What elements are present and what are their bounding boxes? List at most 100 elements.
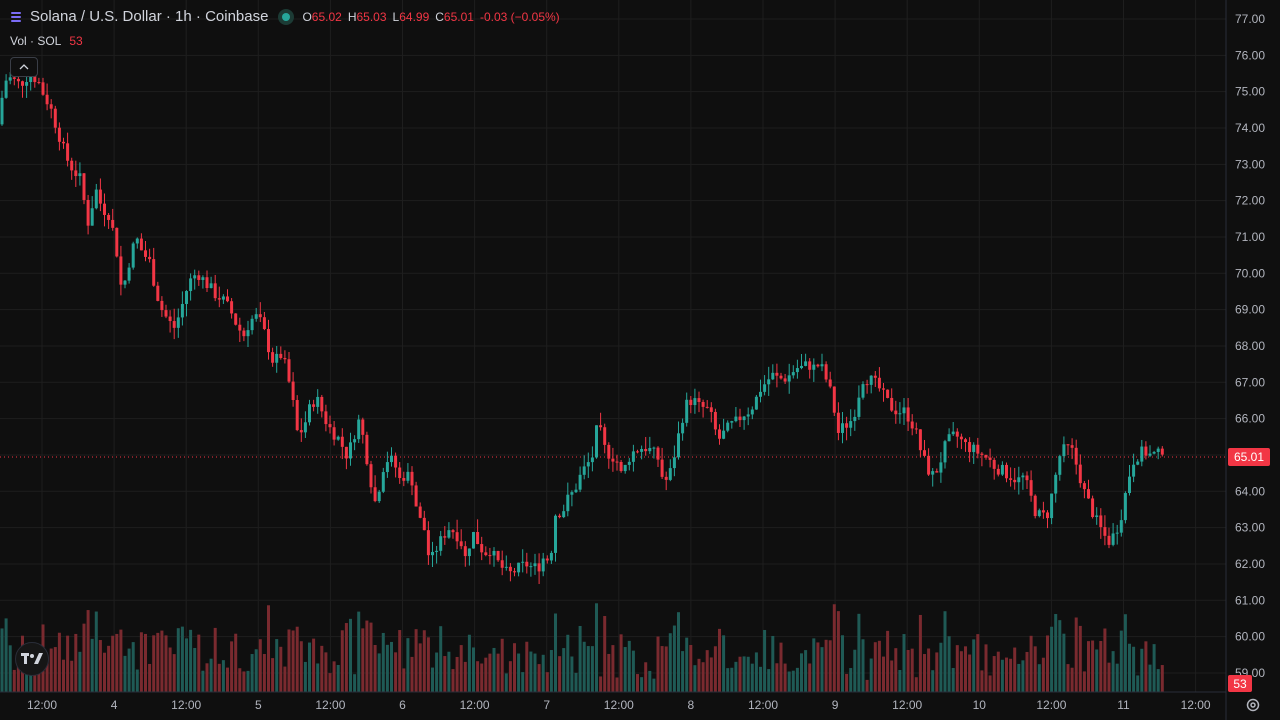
candle-body [804,361,808,366]
volume-bar [927,648,931,692]
candle-body [131,243,135,268]
volume-bar [1025,651,1029,692]
candle-body [33,75,37,83]
candle-body [701,401,705,407]
candle-body [86,199,90,226]
candle-body [517,562,521,573]
candle-body [767,379,771,385]
volume-bar [750,663,754,692]
volume-bar [262,654,266,692]
volume-bar [554,613,557,692]
volume-bar [1103,628,1107,692]
volume-bar [1160,665,1164,692]
volume-bar [845,673,849,692]
volume-bar [287,629,291,692]
volume-bar [508,661,512,692]
candle-body [951,431,955,435]
volume-bar [115,633,119,692]
volume-bar [779,642,783,692]
volume-bar [426,637,430,692]
volume-bar [992,656,996,692]
y-tick-label: 63.00 [1235,521,1265,535]
market-status-icon[interactable] [278,8,295,25]
volume-legend[interactable]: Vol · SOL 53 [10,34,83,48]
volume-bar [586,646,590,692]
y-tick-label: 69.00 [1235,303,1265,317]
volume-bar [517,653,521,692]
volume-bar [398,630,402,692]
candle-body [1128,476,1131,494]
volume-bar [283,666,287,692]
volume-bar [759,666,762,692]
volume-bar [12,669,16,692]
volume-bar [390,641,393,692]
open-value: 65.02 [311,9,342,24]
volume-bar [1074,617,1078,692]
candle-body [328,424,332,428]
volume-bar [595,603,598,692]
candle-body [873,375,877,378]
volume-bar [931,670,935,692]
volume-bar [451,669,455,692]
candle-body [1033,495,1037,517]
volume-bar [90,638,94,692]
volume-bar [1078,625,1082,692]
candle-body [1119,520,1123,533]
candle-body [57,127,61,142]
volume-bar [180,626,184,692]
y-tick-label: 61.00 [1235,593,1265,607]
volume-bar [193,647,197,692]
volume-bar [947,636,951,692]
volume-bar [242,671,246,692]
candle-body [955,431,959,437]
volume-bar [533,653,537,692]
gear-icon[interactable] [1244,696,1262,714]
candle-body [582,466,586,475]
symbol-title[interactable]: Solana / U.S. Dollar · 1h · Coinbase [30,8,269,25]
candle-body [849,421,853,428]
volume-bar [103,652,106,692]
candle-body [1017,477,1021,483]
volume-bar [709,657,713,692]
candle-body [119,256,123,285]
low-value: 64.99 [399,9,430,24]
candle-body [709,407,713,412]
candle-body [422,517,426,531]
candle-body [197,275,201,280]
volume-bar [439,626,443,692]
candle-body [484,552,488,556]
candle-body [808,361,812,370]
volume-bar [299,641,303,692]
volume-bar [221,660,225,692]
candle-body [435,550,439,552]
volume-bar [16,658,20,692]
candle-body [529,566,533,568]
y-tick-label: 67.00 [1235,375,1265,389]
candle-body [734,416,738,422]
volume-bar [734,661,738,692]
volume-bar [238,668,242,692]
candle-body [824,364,828,380]
volume-bar [914,677,918,692]
volume-bar [74,633,78,692]
volume-bar [406,638,410,692]
tradingview-logo-icon[interactable] [15,642,49,676]
chevron-up-icon [19,64,29,70]
collapse-legend-button[interactable] [10,57,38,77]
volume-bar [455,656,459,692]
volume-bar [295,626,299,692]
volume-bar [660,646,664,692]
volume-bar [882,656,885,692]
candle-body [115,227,119,257]
volume-bar [131,642,135,692]
volume-bar [955,645,959,692]
volume-bar [631,650,635,692]
candle-body [185,291,188,304]
volume-bar [537,664,541,692]
volume-bar [582,641,586,692]
volume-bar [832,604,836,692]
candle-body [234,313,238,325]
candle-body [324,411,328,425]
candle-body [504,566,508,568]
